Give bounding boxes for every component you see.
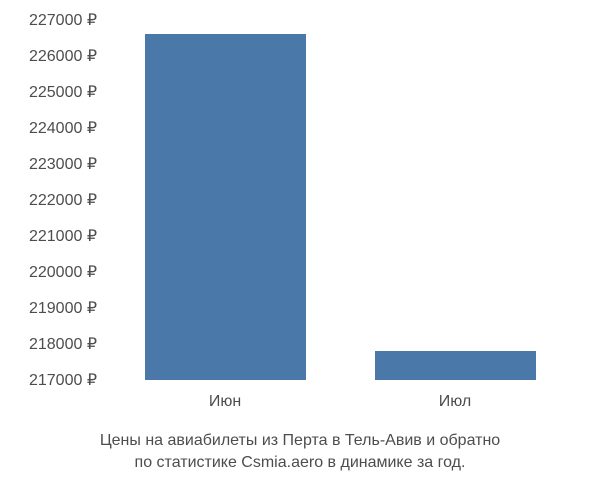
caption-line-2: по статистике Csmia.aero в динамике за г… xyxy=(135,454,466,471)
y-tick-label: 224000 ₽ xyxy=(29,118,97,138)
y-tick-label: 226000 ₽ xyxy=(29,46,97,66)
plot-area xyxy=(110,20,570,380)
x-tick-label: Июн xyxy=(209,393,241,411)
y-tick-label: 218000 ₽ xyxy=(29,334,97,354)
y-tick-label: 227000 ₽ xyxy=(29,10,97,30)
y-tick-label: 220000 ₽ xyxy=(29,262,97,282)
y-tick-label: 225000 ₽ xyxy=(29,82,97,102)
caption-line-1: Цены на авиабилеты из Перта в Тель-Авив … xyxy=(100,432,500,449)
x-axis: Июн Июл xyxy=(110,385,570,415)
y-tick-label: 222000 ₽ xyxy=(29,190,97,210)
y-tick-label: 217000 ₽ xyxy=(29,370,97,390)
x-tick-label: Июл xyxy=(439,393,471,411)
y-tick-label: 219000 ₽ xyxy=(29,298,97,318)
y-tick-label: 221000 ₽ xyxy=(29,226,97,246)
chart-caption: Цены на авиабилеты из Перта в Тель-Авив … xyxy=(0,430,600,475)
bar xyxy=(145,34,306,380)
y-tick-label: 223000 ₽ xyxy=(29,154,97,174)
y-axis: 217000 ₽218000 ₽219000 ₽220000 ₽221000 ₽… xyxy=(0,20,105,380)
bar xyxy=(375,351,536,380)
